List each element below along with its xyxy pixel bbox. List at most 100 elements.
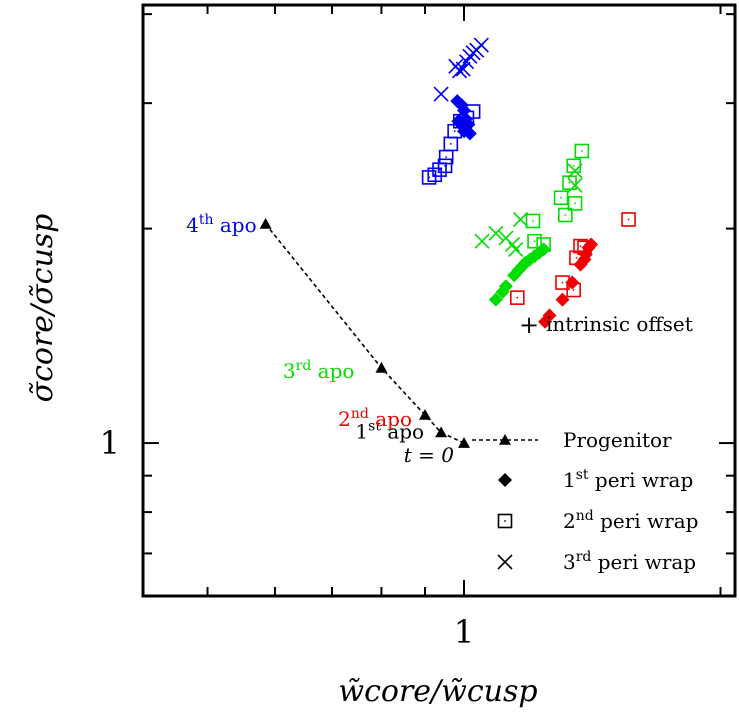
cross-point: [508, 241, 524, 257]
cross-stroke: [474, 233, 490, 249]
square-point: [566, 282, 581, 298]
diamond-point: [488, 292, 503, 307]
square-point-dot: [568, 181, 571, 184]
square-point: [558, 207, 573, 223]
square-point-dot: [574, 202, 576, 205]
track-label: 3rd apo: [283, 358, 355, 383]
square-point-dot: [560, 196, 562, 199]
cross-stroke: [512, 211, 529, 228]
cross-stroke: [451, 63, 468, 79]
square-point: [569, 250, 584, 266]
diamond-point: [462, 126, 477, 141]
progenitor-track-line: [264, 223, 465, 444]
square-point-dot: [449, 142, 452, 145]
diamond-point: [542, 308, 557, 323]
triangle-point: [435, 426, 448, 438]
square-point: [555, 275, 570, 290]
square-point: [525, 213, 541, 229]
cross-point: [488, 225, 504, 241]
square-point-dot: [564, 214, 567, 216]
square-point: [421, 170, 437, 185]
cross-stroke: [497, 554, 513, 570]
track-label: 4th apo: [186, 212, 257, 237]
square-point-dot: [472, 110, 475, 113]
cross-point: [512, 211, 529, 228]
x-axis-label: w̃core/w̃cusp: [338, 674, 537, 709]
square-point-dot: [516, 296, 519, 299]
diamond-point: [498, 279, 513, 294]
diamond-point: [498, 473, 512, 487]
square-point: [553, 190, 569, 206]
square-point: [573, 238, 588, 254]
cross-stroke: [508, 241, 524, 257]
intrinsic-offset-note: + intrinsic offset: [519, 311, 693, 339]
square-point: [427, 167, 443, 183]
track-label: 1st apo: [355, 418, 424, 443]
legend-label: Progenitor: [563, 428, 672, 452]
square-point-dot: [433, 173, 436, 176]
cross-point: [504, 236, 521, 253]
cross-stroke: [504, 236, 521, 253]
square-point-dot: [453, 130, 456, 133]
square-point-dot: [533, 240, 536, 243]
scatter-points: [259, 37, 636, 448]
square-point-dot: [504, 520, 506, 522]
square-point-dot: [575, 256, 578, 259]
diamond-point: [536, 242, 551, 257]
triangle-point: [458, 437, 471, 448]
cross-stroke: [567, 177, 583, 193]
cross-point: [433, 86, 449, 102]
square-point-dot: [583, 246, 586, 249]
cross-point: [567, 163, 583, 179]
cross-stroke: [455, 61, 471, 77]
square-point: [437, 158, 453, 174]
square-point-dot: [580, 150, 583, 152]
cross-stroke: [473, 37, 489, 53]
square-point: [465, 104, 481, 119]
cross-point: [455, 61, 471, 77]
square-point: [536, 237, 551, 252]
square-point: [567, 196, 583, 211]
diamond-point: [518, 255, 533, 270]
cross-point: [474, 233, 490, 249]
square-point-dot: [561, 281, 564, 284]
x-tick-label: 1: [454, 613, 474, 651]
square-point-dot: [532, 220, 534, 222]
triangle-point: [419, 408, 432, 420]
legend-label: 3rd peri wrap: [563, 549, 696, 574]
square-point-dot: [444, 164, 446, 167]
square-point: [527, 233, 542, 249]
square-point: [574, 143, 590, 159]
y-tick-label: 1: [100, 424, 120, 462]
track-label: t = 0: [404, 443, 455, 467]
legend: Progenitor 1st peri wrap 2nd peri wrap 3rd …: [472, 428, 698, 574]
square-point-dot: [572, 289, 575, 291]
triangle-point: [375, 361, 388, 373]
square-point: [447, 123, 462, 139]
cross-point: [567, 177, 583, 193]
offset-label: intrinsic offset: [546, 312, 693, 336]
x-tick-labels: 1: [454, 613, 474, 651]
legend-label: 1st peri wrap: [563, 467, 693, 492]
y-tick-labels: 1: [100, 424, 120, 462]
axis-ticks: [143, 5, 735, 596]
square-point-dot: [445, 156, 448, 158]
plot-frame: [141, 3, 737, 598]
cross-stroke: [433, 86, 449, 102]
y-axis-label: σ̃core/σ̃cusp: [25, 214, 60, 403]
triangle-point: [499, 434, 511, 445]
cross-point: [497, 554, 513, 570]
square-point: [510, 290, 525, 305]
square-point: [621, 212, 636, 227]
offset-marker: +: [519, 311, 539, 339]
square-point: [497, 513, 513, 529]
square-point-dot: [627, 218, 630, 221]
square-point: [577, 240, 592, 256]
legend-label: 2nd peri wrap: [563, 508, 698, 533]
square-point-dot: [542, 243, 545, 246]
cross-stroke: [567, 163, 583, 179]
cross-stroke: [488, 225, 504, 241]
triangle-point: [259, 217, 272, 229]
